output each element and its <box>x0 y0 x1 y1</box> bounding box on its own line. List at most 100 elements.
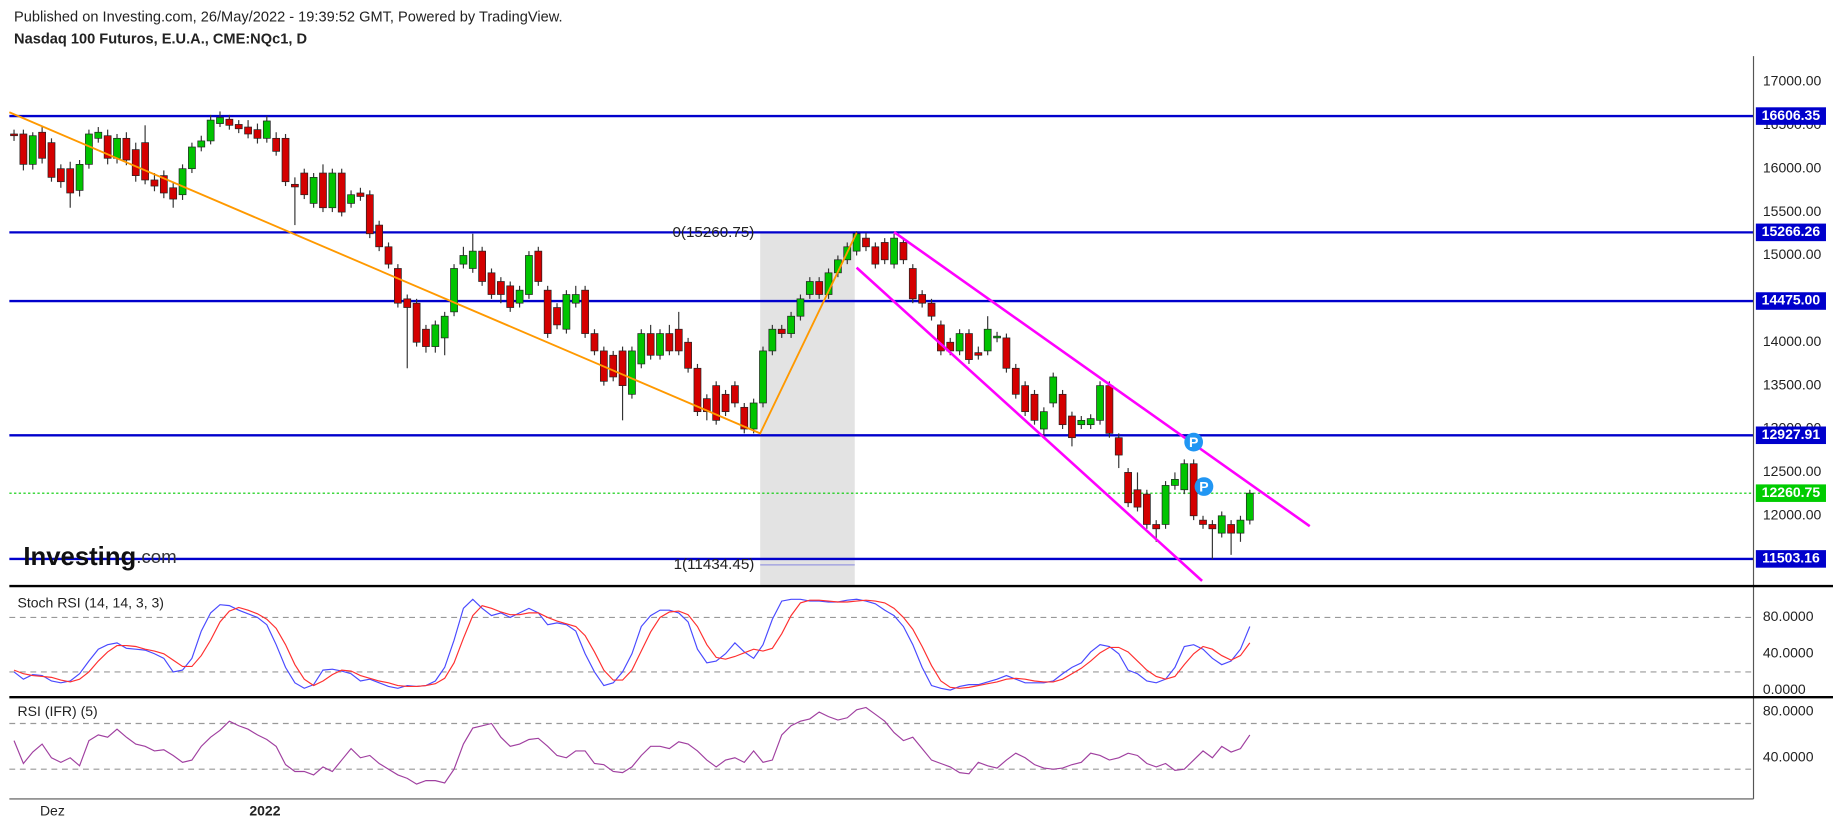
candle-body <box>1077 419 1086 426</box>
candle-body <box>955 333 964 352</box>
y-tick-label: 12000.00 <box>1763 506 1822 522</box>
y-tick-label: 17000.00 <box>1763 73 1822 89</box>
candle-body <box>1245 492 1254 521</box>
candle-body <box>169 187 178 200</box>
candle-body <box>197 140 206 148</box>
candle-body <box>75 164 84 191</box>
candle-body <box>94 131 103 139</box>
candle-body <box>131 149 140 176</box>
panel-title: RSI (IFR) (5) <box>18 703 98 719</box>
candle-body <box>440 315 449 339</box>
candle-body <box>347 194 355 204</box>
candle-body <box>1105 385 1114 434</box>
level-box <box>1755 292 1826 310</box>
panel-title: Stoch RSI (14, 14, 3, 3) <box>18 594 164 610</box>
candle-body <box>1217 515 1226 534</box>
candle-body <box>122 137 131 161</box>
candle-body <box>1114 437 1123 456</box>
candle-body <box>216 117 224 124</box>
candle-body <box>805 281 814 295</box>
level-label: 16606.35 <box>1762 107 1821 123</box>
candle-body <box>10 133 18 137</box>
candle-body <box>918 294 927 304</box>
candle-body <box>1058 393 1067 426</box>
candle-body <box>291 183 299 188</box>
candle-body <box>28 135 37 165</box>
logo-suffix: .com <box>136 546 176 567</box>
candle-body <box>702 398 711 413</box>
candle-body <box>525 255 533 295</box>
y-tick-label: 80.0000 <box>1763 703 1814 719</box>
indicator-line <box>13 599 1251 689</box>
candle-body <box>609 354 618 378</box>
candle-body <box>85 133 93 165</box>
candle-body <box>1208 524 1217 530</box>
candle-body <box>328 172 337 209</box>
candle-body <box>534 250 543 282</box>
candle-body <box>515 289 524 304</box>
candle-body <box>693 367 702 413</box>
candle-body <box>506 285 515 308</box>
candle-body <box>862 237 870 248</box>
trendline <box>8 111 858 435</box>
axis-labels: Dez202211500.0012000.0012500.0013000.001… <box>40 73 1826 818</box>
candle-body <box>749 402 758 430</box>
frame <box>9 56 1833 800</box>
candle-body <box>422 328 430 347</box>
level-label: 15266.26 <box>1762 223 1821 239</box>
candle-body <box>1030 393 1039 421</box>
candle-body <box>1227 524 1235 534</box>
candle-body <box>206 119 215 142</box>
chart-title: Nasdaq 100 Futuros, E.U.A., CME:NQc1, D <box>14 32 307 48</box>
candle-body <box>759 350 767 404</box>
level-box <box>1755 550 1826 568</box>
candle-body <box>178 168 187 196</box>
candle-body <box>1180 463 1189 491</box>
candle-body <box>1049 376 1058 404</box>
pivot-marker <box>1184 432 1204 452</box>
candle-body <box>637 333 646 365</box>
pivot-marker-text: P <box>1199 478 1208 494</box>
y-tick-label: 15500.00 <box>1763 203 1822 219</box>
candle-body <box>674 328 683 352</box>
candle-body <box>244 126 252 135</box>
candle-body <box>375 224 384 248</box>
level-label: 14475.00 <box>1762 292 1821 308</box>
candle-body <box>1086 418 1095 426</box>
candle-body <box>66 168 75 194</box>
y-tick-label: 12500.00 <box>1763 463 1822 479</box>
candle-body <box>731 385 739 404</box>
candle-body <box>468 250 477 269</box>
candle-body <box>796 298 805 317</box>
candle-body <box>1152 524 1161 530</box>
level-box <box>1755 223 1826 242</box>
candle-body <box>384 246 393 265</box>
candle-body <box>478 250 486 282</box>
candle-body <box>159 175 168 194</box>
level-label: 11503.16 <box>1762 550 1820 566</box>
level-box <box>1755 426 1826 445</box>
y-tick-label: 14000.00 <box>1763 333 1822 349</box>
candle-body <box>281 137 290 183</box>
candle-body <box>581 289 589 334</box>
published-note: Published on Investing.com, 26/May/2022 … <box>14 9 563 25</box>
candle-body <box>1096 385 1104 421</box>
last-price-label: 12260.75 <box>1762 484 1821 500</box>
candle-body <box>309 177 318 204</box>
fib-label: 0(15260.75) <box>672 224 754 241</box>
candle-body <box>665 333 674 352</box>
level-box <box>1755 107 1826 125</box>
y-tick-label: 13500.00 <box>1763 376 1822 392</box>
candle-body <box>188 146 196 170</box>
candle-body <box>450 268 458 313</box>
candle-body <box>1199 519 1207 525</box>
candle-body <box>1021 385 1029 413</box>
trendline <box>855 266 1203 582</box>
y-tick-label: 40.0000 <box>1763 644 1814 660</box>
candle-body <box>777 328 786 334</box>
last-price-box <box>1755 484 1826 502</box>
candle-body <box>712 385 721 421</box>
trendline <box>893 230 1311 528</box>
